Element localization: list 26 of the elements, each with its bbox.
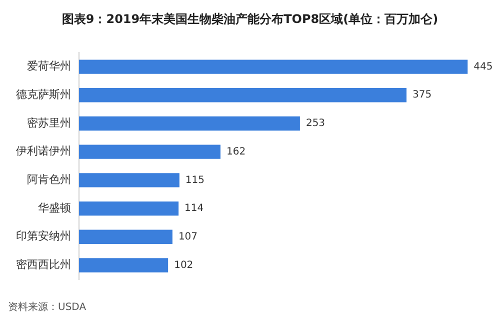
bar bbox=[79, 88, 406, 102]
bar bbox=[79, 258, 168, 272]
bar bbox=[79, 230, 172, 244]
bar bbox=[79, 173, 180, 188]
bar bbox=[79, 201, 179, 216]
y-tick-label: 华盛顿 bbox=[38, 201, 71, 214]
data-label: 115 bbox=[185, 174, 205, 186]
y-tick-label: 印第安纳州 bbox=[16, 230, 71, 243]
text: 资料来源：USDA bbox=[8, 300, 88, 314]
y-tick-label: 伊利诺伊州 bbox=[16, 144, 71, 158]
bar bbox=[79, 60, 468, 74]
bar bbox=[79, 116, 300, 131]
y-tick-label: 德克萨斯州 bbox=[16, 88, 71, 101]
data-label: 102 bbox=[174, 260, 194, 271]
bar bbox=[79, 144, 220, 159]
data-label: 162 bbox=[226, 146, 246, 158]
y-tick-label: 密西西比州 bbox=[16, 258, 71, 272]
y-tick-label: 密苏里州 bbox=[27, 116, 71, 130]
data-label: 445 bbox=[474, 61, 493, 72]
data-label: 375 bbox=[412, 90, 432, 101]
data-label: 114 bbox=[184, 203, 204, 214]
y-tick-label: 阿肯色州 bbox=[27, 173, 71, 186]
data-label: 107 bbox=[178, 231, 198, 242]
y-tick-label: 爱荷华州 bbox=[27, 60, 71, 73]
chart-title: 图表9：2019年末美国生物柴油产能分布TOP8区域(单位：百万加仑) bbox=[60, 11, 440, 28]
data-label: 253 bbox=[306, 118, 326, 130]
